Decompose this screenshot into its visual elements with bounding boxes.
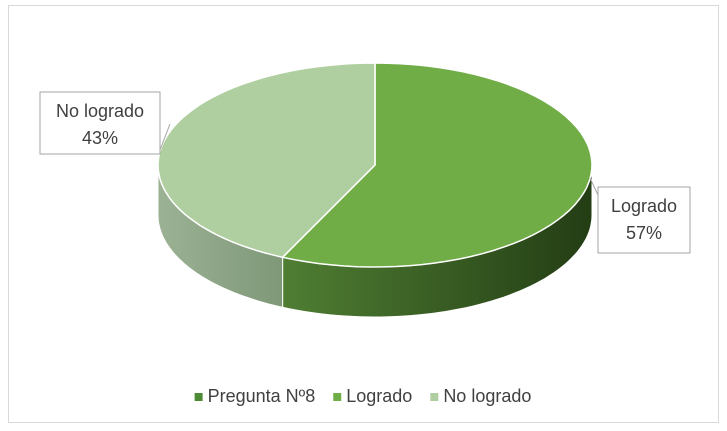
data-label-name: No logrado [56, 101, 144, 121]
legend-label: Logrado [346, 386, 412, 406]
legend-marker [430, 393, 439, 401]
legend-label: No logrado [443, 386, 531, 406]
legend-label: Pregunta Nº8 [208, 386, 316, 406]
data-label-value: 43% [82, 128, 118, 148]
label-box [39, 91, 161, 155]
legend-marker [333, 393, 342, 401]
leader-line [159, 123, 171, 151]
leader-line [589, 177, 599, 196]
label-box [597, 186, 691, 254]
data-label-value: 57% [626, 223, 662, 243]
slice [281, 62, 593, 268]
legend-marker [194, 393, 203, 401]
data-label-name: Logrado [611, 196, 677, 216]
